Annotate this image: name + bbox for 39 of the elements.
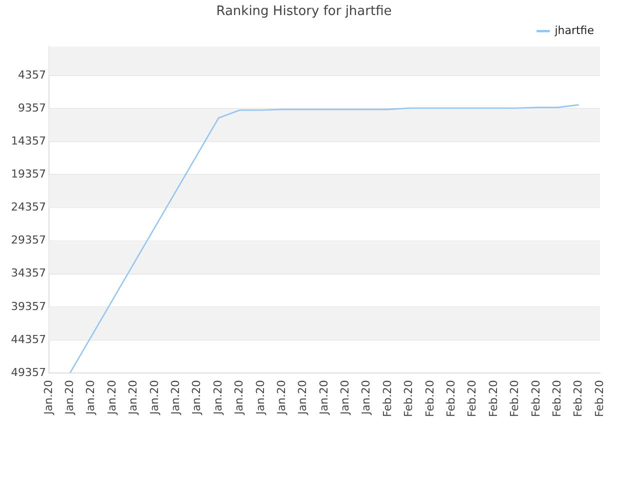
y-tick-label: 9357 [18,101,46,114]
x-tick-label: Feb.20 [572,380,585,418]
x-tick-label: Jan.20 [126,380,140,416]
y-tick-label: 39357 [10,300,46,313]
x-tick-label: Jan.20 [63,380,76,416]
x-tick-label: Jan.20 [211,380,224,416]
x-tick-label: Jan.20 [148,380,161,416]
x-tick-label: Jan.20 [84,380,98,416]
x-tick-label: Jan.20 [169,380,182,416]
x-tick-label: Jan.20 [338,380,352,416]
x-tick-label: Jan.20 [254,380,267,416]
x-tick-label: Feb.20 [529,380,542,418]
x-tick-label: Jan.20 [190,380,204,416]
y-tick-label: 29357 [10,234,46,247]
y-tick-label: 24357 [10,200,46,214]
x-tick-label: Feb.20 [550,380,564,418]
chart-title: Ranking History for jhartfie [216,4,392,20]
x-tick-label: Feb.20 [592,380,606,418]
y-tick-label: 34357 [10,266,46,280]
x-tick-label: Feb.20 [380,380,394,418]
x-tick-label: Jan.20 [317,380,330,416]
y-tick-label: 44357 [10,332,46,346]
x-tick-label: Jan.20 [42,380,55,416]
x-tick-label: Feb.20 [466,380,479,418]
x-tick-label: Jan.20 [360,380,373,416]
y-tick-label: 14357 [10,134,46,148]
x-tick-label: Feb.20 [423,380,436,418]
y-tick-label: 4357 [18,68,46,82]
legend-label: jhartfie [554,24,594,37]
x-tick-label: Feb.20 [486,380,500,418]
x-tick-label: Feb.20 [444,380,458,418]
y-tick-label: 19357 [10,167,46,180]
x-tick-label: Feb.20 [508,380,522,418]
x-tick-label: Jan.20 [105,380,118,416]
x-tick-label: Jan.20 [274,380,288,416]
x-tick-label: Jan.20 [296,380,310,416]
x-tick-label: Feb.20 [402,380,416,418]
y-tick-label: 49357 [10,366,46,379]
x-tick-label: Jan.20 [232,380,246,416]
